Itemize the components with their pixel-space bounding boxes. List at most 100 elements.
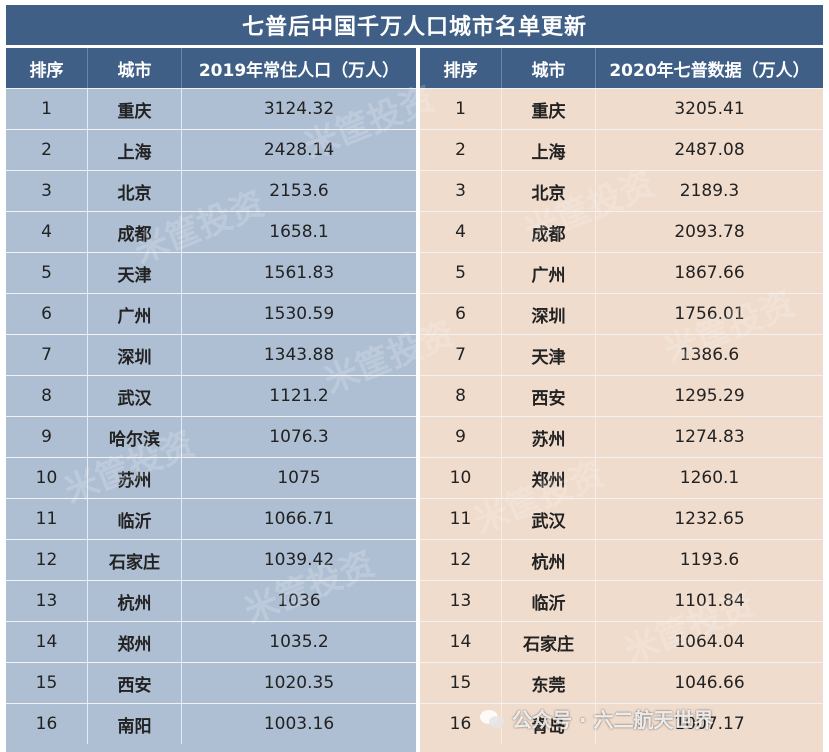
cell-city: 武汉 <box>502 499 596 539</box>
cell-rank: 12 <box>420 540 502 580</box>
table-row: 10 郑州 1260.1 <box>420 457 823 498</box>
cell-population: 2428.14 <box>263 140 335 160</box>
cell-city: 广州 <box>502 253 596 293</box>
cell-rank: 8 <box>6 376 88 416</box>
cell-rank: 9 <box>420 417 502 457</box>
cell-city: 深圳 <box>502 294 596 334</box>
cell-city: 东莞 <box>502 663 596 703</box>
cell-population: 1121.2 <box>269 386 329 406</box>
cell-population: 1260.1 <box>679 468 740 488</box>
cell-population: 1075 <box>277 468 321 488</box>
cell-rank: 4 <box>420 212 502 252</box>
cell-rank: 1 <box>420 89 502 129</box>
table-row: 8 西安 1295.29 <box>420 375 823 416</box>
cell-city: 成都 <box>502 212 596 252</box>
cell-city: 深圳 <box>88 335 182 375</box>
cell-city: 重庆 <box>502 89 596 129</box>
table-row: 1 重庆 3205.41 <box>420 88 823 129</box>
table-body: 1 重庆 3205.41 2 上海 2487.08 3 北京 2189.3 4 成都 2093.78 5… <box>420 88 823 744</box>
header-city: 城市 <box>88 48 182 88</box>
cell-city: 石家庄 <box>88 540 182 580</box>
cell-rank: 10 <box>420 458 502 498</box>
cell-population: 1046.66 <box>674 673 745 693</box>
cell-city: 广州 <box>88 294 182 334</box>
cell-population: 1561.83 <box>263 263 335 283</box>
header-population: 2020年七普数据（万人） <box>609 60 810 81</box>
table-row: 9 哈尔滨 1076.3 <box>6 416 416 457</box>
cell-rank: 14 <box>6 622 88 662</box>
table-row: 15 西安 1020.35 <box>6 662 416 703</box>
cell-city: 天津 <box>502 335 596 375</box>
cell-rank: 2 <box>6 130 88 170</box>
cell-population: 1295.29 <box>674 386 745 406</box>
cell-rank: 12 <box>6 540 88 580</box>
wechat-icon <box>480 708 506 730</box>
cell-city: 苏州 <box>502 417 596 457</box>
cell-city: 临沂 <box>88 499 182 539</box>
cell-population: 2153.6 <box>269 181 329 201</box>
cell-population: 2487.08 <box>674 140 745 160</box>
header-rank: 排序 <box>420 48 502 88</box>
table-row: 8 武汉 1121.2 <box>6 375 416 416</box>
table-body: 1 重庆 3124.32 2 上海 2428.14 3 北京 2153.6 4 成都 1658.1 5 天… <box>6 88 416 744</box>
cell-population: 1274.83 <box>674 427 745 447</box>
header-city: 城市 <box>502 48 596 88</box>
cell-population: 1064.04 <box>674 632 745 652</box>
cell-rank: 4 <box>6 212 88 252</box>
cell-population: 2093.78 <box>674 222 745 242</box>
cell-population: 3205.41 <box>674 99 745 119</box>
cell-rank: 2 <box>420 130 502 170</box>
cell-population: 1020.35 <box>263 673 335 693</box>
cell-population: 1193.6 <box>679 550 740 570</box>
cell-city: 郑州 <box>88 622 182 662</box>
table-row: 11 武汉 1232.65 <box>420 498 823 539</box>
table-row: 5 广州 1867.66 <box>420 252 823 293</box>
cell-population: 1035.2 <box>269 632 329 652</box>
table-row: 3 北京 2189.3 <box>420 170 823 211</box>
cell-city: 郑州 <box>502 458 596 498</box>
footer-watermark: 公众号 · 六二航天世界 <box>480 704 714 733</box>
table-row: 16 南阳 1003.16 <box>6 703 416 744</box>
header-rank: 排序 <box>6 48 88 88</box>
cell-rank: 13 <box>420 581 502 621</box>
table-row: 12 杭州 1193.6 <box>420 539 823 580</box>
table-row: 7 天津 1386.6 <box>420 334 823 375</box>
cell-city: 西安 <box>502 376 596 416</box>
cell-population: 1386.6 <box>679 345 740 365</box>
cell-population: 1036 <box>277 591 321 611</box>
table-row: 6 深圳 1756.01 <box>420 293 823 334</box>
cell-rank: 5 <box>6 253 88 293</box>
table-header: 排序 城市 2020年七普数据（万人） <box>420 48 823 88</box>
cell-city: 杭州 <box>88 581 182 621</box>
table-row: 2 上海 2487.08 <box>420 129 823 170</box>
table-row: 10 苏州 1075 <box>6 457 416 498</box>
cell-city: 青岛 <box>502 704 596 744</box>
table-row: 4 成都 2093.78 <box>420 211 823 252</box>
table-row: 7 深圳 1343.88 <box>6 334 416 375</box>
cell-city: 西安 <box>88 663 182 703</box>
table-row: 9 苏州 1274.83 <box>420 416 823 457</box>
cell-city: 苏州 <box>88 458 182 498</box>
table-row: 6 广州 1530.59 <box>6 293 416 334</box>
table-header: 排序 城市 2019年常住人口（万人） <box>6 48 416 88</box>
cell-population: 3124.32 <box>263 99 335 119</box>
cell-city: 南阳 <box>88 704 182 744</box>
cell-city: 北京 <box>88 171 182 211</box>
cell-population: 1232.65 <box>674 509 745 529</box>
footer-text: 公众号 · 六二航天世界 <box>512 708 714 732</box>
cell-city: 杭州 <box>502 540 596 580</box>
page-title: 七普后中国千万人口城市名单更新 <box>6 5 823 45</box>
table-row: 13 杭州 1036 <box>6 580 416 621</box>
cell-population: 1003.16 <box>263 714 335 734</box>
cell-rank: 3 <box>420 171 502 211</box>
cell-city: 重庆 <box>88 89 182 129</box>
cell-rank: 14 <box>420 622 502 662</box>
table-2019: 排序 城市 2019年常住人口（万人） 1 重庆 3124.32 2 上海 2428.14… <box>6 48 416 752</box>
table-row: 14 石家庄 1064.04 <box>420 621 823 662</box>
cell-city: 上海 <box>502 130 596 170</box>
cell-rank: 11 <box>6 499 88 539</box>
table-2020: 排序 城市 2020年七普数据（万人） 1 重庆 3205.41 2 上海 2487.08… <box>420 48 823 752</box>
cell-population: 2189.3 <box>679 181 740 201</box>
cell-city: 石家庄 <box>502 622 596 662</box>
cell-population: 1076.3 <box>269 427 329 447</box>
